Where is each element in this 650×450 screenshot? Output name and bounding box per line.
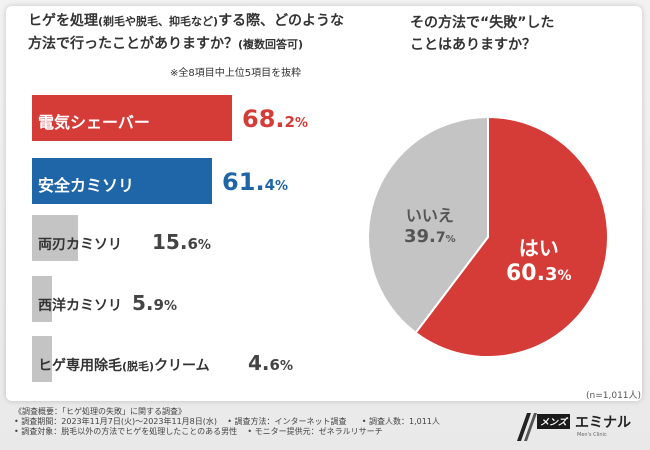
sample-size-note: (n=1,011人) [586,391,642,401]
bar-value-5: 4.6% [248,351,293,375]
logo-sub: Men's Clinic [577,432,607,438]
survey-target: • 調査対象：脱毛以外の方法でヒゲを処理したことのある男性 [14,427,238,436]
bar-value-3: 15.6% [152,230,211,254]
logo-mark-icon [517,413,537,441]
selection-note: ※全8項目中上位5項目を抜粋 [170,68,302,79]
survey-count: • 調査人数：1,011人 [361,417,440,426]
bar-label-1: 電気シェーバー [38,113,150,132]
logo-name: エミナル [575,415,631,431]
bar-label-4: 西洋カミソリ [38,298,122,314]
bar-label-5: ヒゲ専用除毛(脱毛)クリーム [38,358,210,374]
survey-method: • 調査方法：インターネット調査 [227,417,347,426]
bar-value-4: 5.9% [132,291,177,315]
bar-2 [32,158,213,204]
bar-4 [32,276,52,322]
logo-tag: メンズ [537,414,570,429]
bar-1 [32,95,232,141]
survey-footer: 《調査概要：「ヒゲ処理の失敗」に関する調査》 • 調査期間：2023年11月7日… [14,407,440,437]
bar-label-2: 安全カミソリ [38,176,135,195]
brand-logo: メンズ エミナル Men's Clinic [515,411,637,443]
pie-chart-question: その方法で“失敗”した ことはありますか？ [410,15,555,53]
bar-3 [32,215,78,261]
bar-value-2: 61.4% [222,168,289,196]
bar-label-3: 両刃カミソリ [38,237,122,253]
pie-label-2: いいえ 39.7% [404,206,456,247]
survey-period: • 調査期間：2023年11月7日(火)〜2023年11月8日(水) [14,417,218,426]
survey-title: 《調査概要：「ヒゲ処理の失敗」に関する調査》 [14,407,186,416]
bar-chart-question: ヒゲを処理(剃毛や脱毛、抑毛など)する際、どのような 方法で行ったことがあります… [28,13,345,52]
pie-label-1: はい 60.3% [506,236,572,286]
survey-provider: • モニター提供元：ゼネラルリサーチ [247,427,383,436]
bar-5 [32,336,52,382]
bar-value-1: 68.2% [242,105,308,133]
